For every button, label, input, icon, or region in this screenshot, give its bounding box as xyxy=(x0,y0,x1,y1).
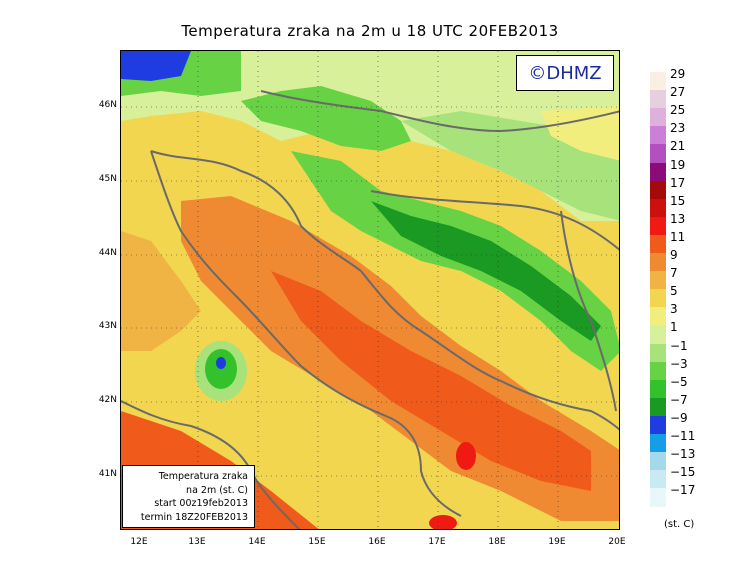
credit-label: ©DHMZ xyxy=(528,62,602,84)
tyrrhenian-coastline xyxy=(121,400,301,529)
lon-label-15e: 15E xyxy=(308,537,326,547)
legend-level-label: −3 xyxy=(670,356,688,371)
legend-swatch xyxy=(650,162,666,182)
legend-swatch xyxy=(650,126,666,145)
legend-swatch xyxy=(650,180,666,200)
info-line-4: termin 18Z20FEB2013 xyxy=(140,511,248,523)
legend-units: (st. C) xyxy=(664,519,695,530)
alps-cold-core xyxy=(121,51,191,81)
lon-label-16e: 16E xyxy=(368,537,386,547)
legend-swatch xyxy=(650,470,666,489)
info-line-1: Temperatura zraka xyxy=(158,471,248,482)
legend-level-label: −17 xyxy=(670,483,696,498)
legend-level-label: 23 xyxy=(670,121,686,136)
legend-swatch xyxy=(650,361,666,381)
hotspot-bottom xyxy=(429,515,457,529)
legend-level-label: 25 xyxy=(670,103,686,118)
graticule xyxy=(121,51,619,529)
legend-swatch xyxy=(650,415,666,435)
central-adriatic-warm-region xyxy=(271,271,591,491)
legend-swatch xyxy=(650,216,666,236)
temperature-map xyxy=(120,50,620,530)
lon-label-14e: 14E xyxy=(248,537,266,547)
legend-level-label: 29 xyxy=(670,67,686,81)
legend-swatch xyxy=(650,90,666,109)
legend-level-label: −9 xyxy=(670,410,688,425)
legend-level-label: −11 xyxy=(670,429,696,443)
legend-swatch xyxy=(650,488,666,507)
legend-swatch xyxy=(650,379,666,399)
legend-level-label: 15 xyxy=(670,193,686,208)
lat-label-44n: 44N xyxy=(98,248,117,258)
legend-level-label: −7 xyxy=(670,392,688,407)
info-box: Temperatura zraka na 2m (st. C) start 00… xyxy=(122,465,255,528)
legend-level-label: 3 xyxy=(670,302,678,317)
info-line-2: na 2m (st. C) xyxy=(186,484,248,496)
lat-label-45n: 45N xyxy=(98,174,117,184)
lon-label-20e: 20E xyxy=(608,537,626,547)
legend-swatch xyxy=(650,234,666,254)
legend-level-label: 9 xyxy=(670,248,678,262)
credit-box: ©DHMZ xyxy=(516,55,614,91)
lat-label-43n: 43N xyxy=(98,321,117,331)
legend-level-label: 11 xyxy=(670,229,686,244)
legend-level-label: −13 xyxy=(670,447,696,462)
dinaric-cold-core xyxy=(371,201,601,341)
eastern-coastline xyxy=(150,150,619,431)
legend-swatch xyxy=(650,253,666,272)
lat-label-41n: 41N xyxy=(98,469,117,479)
lon-label-13e: 13E xyxy=(188,537,206,547)
legend-level-label: −15 xyxy=(670,465,696,480)
legend-swatch xyxy=(650,271,666,290)
italy-west-coast-region xyxy=(121,231,201,351)
map-title: Temperatura zraka na 2m u 18 UTC 20FEB20… xyxy=(181,22,559,40)
lon-label-17e: 17E xyxy=(428,537,446,547)
legend-swatch xyxy=(650,434,666,453)
legend-level-label: 17 xyxy=(670,175,686,190)
lon-label-12e: 12E xyxy=(130,537,148,547)
alps-slovenia-region xyxy=(241,86,411,151)
legend-level-label: 5 xyxy=(670,284,678,299)
info-line-3: start 00z19feb2013 xyxy=(154,498,248,509)
legend-swatch xyxy=(650,289,666,308)
legend-level-label: −5 xyxy=(670,374,688,389)
legend-swatch xyxy=(650,108,666,127)
lat-label-42n: 42N xyxy=(98,395,117,405)
legend-swatch xyxy=(650,72,666,91)
hotspot-south xyxy=(456,442,476,470)
legend-level-label: 19 xyxy=(670,157,686,172)
legend-level-label: 21 xyxy=(670,139,686,154)
lon-label-18e: 18E xyxy=(488,537,506,547)
legend-level-label: 27 xyxy=(670,85,686,100)
legend-swatch xyxy=(650,198,666,218)
legend-swatch xyxy=(650,144,666,163)
italian-coastline xyxy=(150,150,462,517)
pannonian-east-region xyxy=(541,106,619,161)
legend-level-label: −1 xyxy=(670,338,688,353)
legend-level-label: 1 xyxy=(670,320,678,335)
legend-swatch xyxy=(650,397,666,417)
legend-level-label: 7 xyxy=(670,266,678,281)
croatia-bosnia-border xyxy=(370,190,619,251)
temperature-map-svg xyxy=(121,51,619,529)
legend-swatch xyxy=(650,325,666,344)
apennines-peak xyxy=(216,357,226,369)
legend-swatch xyxy=(650,343,666,363)
legend-swatch xyxy=(650,452,666,471)
legend-level-label: 13 xyxy=(670,211,686,226)
eastern-border xyxy=(560,210,617,412)
northern-border xyxy=(260,90,619,133)
lat-label-46n: 46N xyxy=(98,100,117,110)
lon-label-19e: 19E xyxy=(548,537,566,547)
legend-swatch xyxy=(650,307,666,326)
